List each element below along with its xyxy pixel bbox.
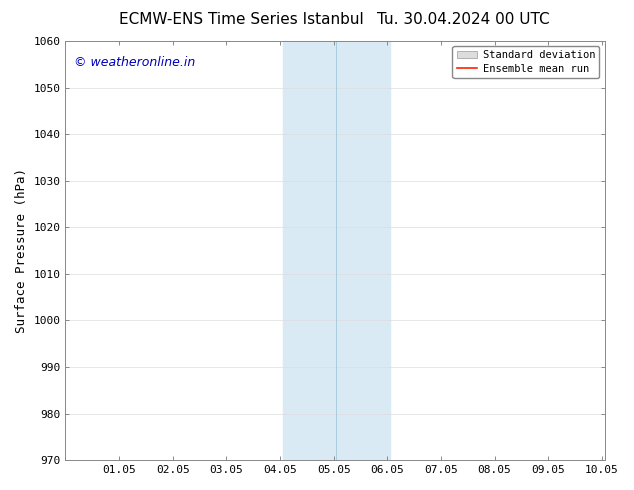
Text: Tu. 30.04.2024 00 UTC: Tu. 30.04.2024 00 UTC xyxy=(377,12,549,27)
Text: ECMW-ENS Time Series Istanbul: ECMW-ENS Time Series Istanbul xyxy=(119,12,363,27)
Bar xyxy=(283,41,390,460)
Legend: Standard deviation, Ensemble mean run: Standard deviation, Ensemble mean run xyxy=(453,46,599,78)
Y-axis label: Surface Pressure (hPa): Surface Pressure (hPa) xyxy=(15,168,28,333)
Text: © weatheronline.in: © weatheronline.in xyxy=(74,56,195,69)
